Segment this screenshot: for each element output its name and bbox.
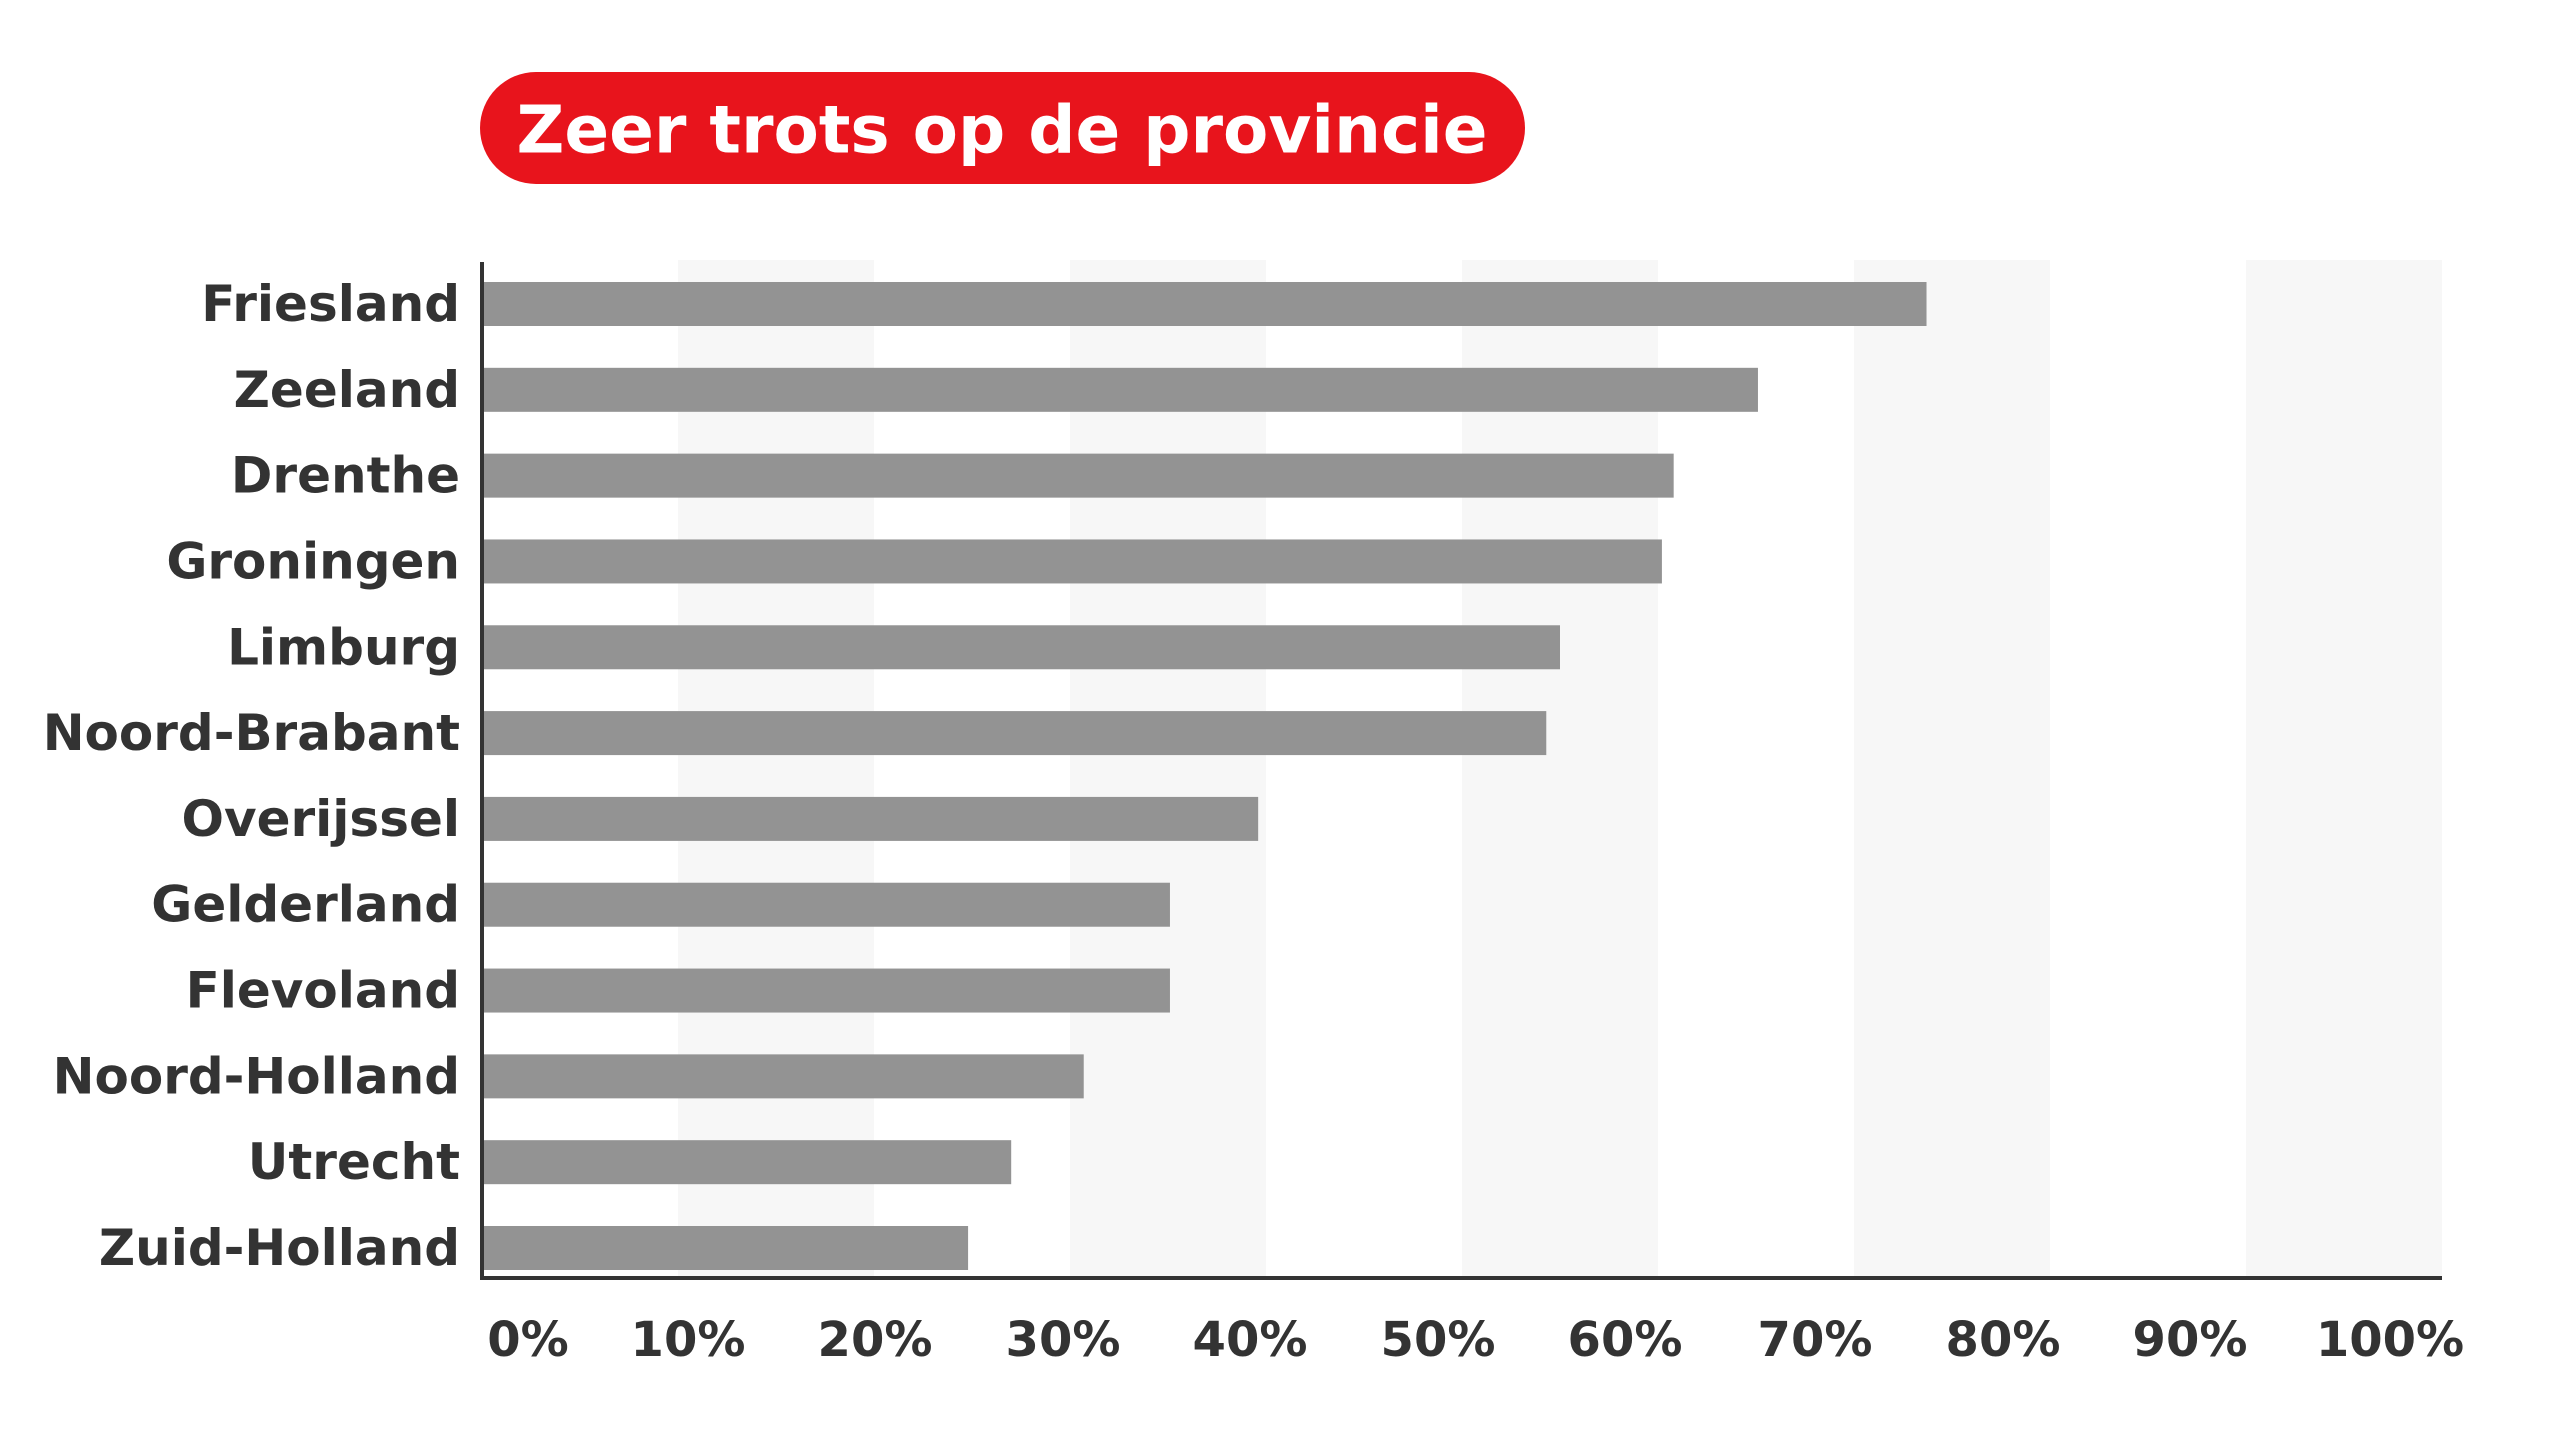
chart-title-badge: Zeer trots op de provincie: [480, 72, 1525, 184]
bar-friesland: [482, 282, 1927, 326]
bar-utrecht: [482, 1140, 1012, 1185]
bar-overijssel: [482, 796, 1259, 841]
grid-band: [2246, 260, 2442, 1278]
title-pill: [480, 72, 1525, 184]
category-label: Friesland: [201, 275, 460, 333]
category-label: Utrecht: [248, 1133, 460, 1191]
x-tick-label: 100%: [2316, 1312, 2464, 1368]
bar-zeeland: [482, 367, 1758, 412]
x-tick-label: 90%: [2133, 1312, 2248, 1368]
bar-drenthe: [482, 453, 1674, 498]
x-tick-label: 40%: [1193, 1312, 1308, 1368]
bar-noord-holland: [482, 1054, 1084, 1099]
category-label: Noord-Brabant: [43, 704, 460, 762]
category-label: Noord-Holland: [53, 1047, 460, 1105]
grid-band: [1070, 260, 1266, 1278]
category-label: Gelderland: [151, 876, 460, 934]
x-tick-label: 0%: [487, 1312, 569, 1368]
chart-title: Zeer trots op de provincie: [517, 92, 1488, 169]
category-label: Drenthe: [231, 447, 460, 505]
x-tick-label: 70%: [1758, 1312, 1873, 1368]
x-tick-label: 80%: [1946, 1312, 2061, 1368]
category-label: Zeeland: [234, 361, 460, 419]
grid-band: [678, 260, 874, 1278]
category-label: Limburg: [227, 618, 460, 676]
category-label: Zuid-Holland: [99, 1219, 460, 1277]
x-tick-label: 20%: [818, 1312, 933, 1368]
bar-groningen: [482, 539, 1662, 584]
x-tick-label: 30%: [1006, 1312, 1121, 1368]
x-tick-label: 50%: [1381, 1312, 1496, 1368]
bars: [482, 282, 1927, 1270]
bar-flevoland: [482, 968, 1170, 1013]
category-labels: Friesland Zeeland Drenthe Groningen Limburg N…: [43, 275, 460, 1277]
grid-band: [1462, 260, 1658, 1278]
bar-zuid-holland: [482, 1226, 969, 1270]
category-label: Overijssel: [181, 790, 460, 848]
bar-limburg: [482, 625, 1560, 670]
x-tick-label: 10%: [631, 1312, 746, 1368]
x-tick-label: 60%: [1568, 1312, 1683, 1368]
bar-gelderland: [482, 882, 1170, 927]
grid-bands: [678, 260, 2442, 1278]
x-tick-labels: 0% 10% 20% 30% 40% 50% 60% 70% 80% 90% 100%: [487, 1312, 2464, 1368]
category-label: Flevoland: [186, 962, 460, 1020]
bar-noord-brabant: [482, 711, 1547, 756]
category-label: Groningen: [166, 532, 460, 590]
grid-band: [1854, 260, 2050, 1278]
